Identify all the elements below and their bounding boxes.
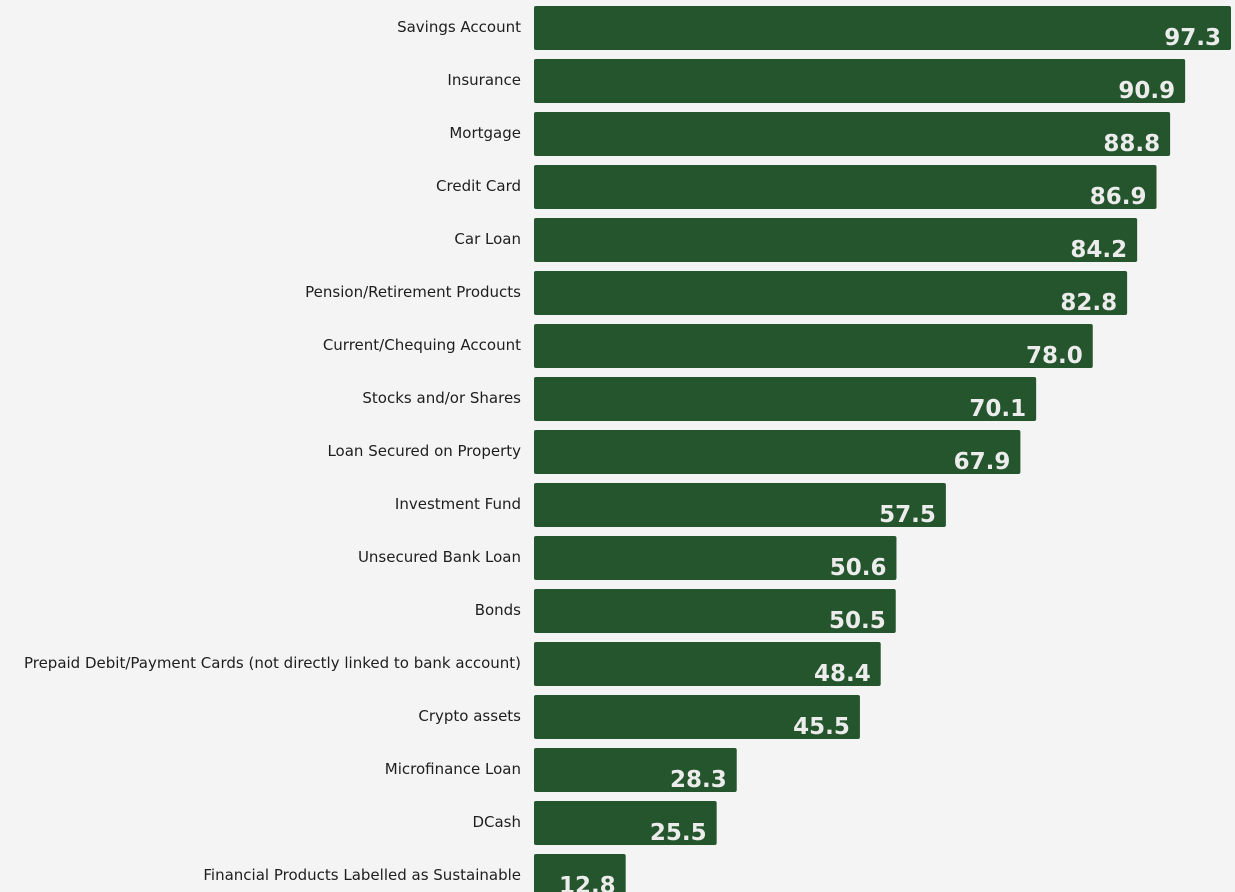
value-label: 70.1 bbox=[969, 396, 1026, 422]
value-label: 78.0 bbox=[1026, 343, 1083, 369]
category-label: Bonds bbox=[475, 601, 521, 619]
bar-group: Microfinance Loan 28.3 bbox=[385, 748, 737, 793]
value-label: 25.5 bbox=[650, 820, 707, 846]
bar bbox=[534, 165, 1157, 209]
bar bbox=[534, 271, 1128, 315]
bar bbox=[534, 6, 1231, 50]
value-label: 28.3 bbox=[670, 767, 727, 793]
bar bbox=[534, 801, 717, 845]
value-label: 48.4 bbox=[814, 661, 871, 687]
bar-group: Stocks and/or Shares 70.1 bbox=[362, 377, 1037, 422]
value-label: 67.9 bbox=[954, 449, 1011, 475]
value-label: 82.8 bbox=[1060, 290, 1117, 316]
bar bbox=[534, 483, 946, 527]
bar bbox=[534, 377, 1037, 421]
value-label: 45.5 bbox=[793, 714, 850, 740]
value-label: 50.6 bbox=[830, 555, 887, 581]
bar-group: Pension/Retirement Products 82.8 bbox=[305, 271, 1128, 316]
category-label: Insurance bbox=[447, 71, 521, 89]
value-label: 50.5 bbox=[829, 608, 886, 634]
bar-group: Bonds 50.5 bbox=[475, 589, 896, 634]
value-label: 84.2 bbox=[1070, 237, 1127, 263]
value-label: 97.3 bbox=[1164, 25, 1221, 51]
bar bbox=[534, 642, 881, 686]
bar bbox=[534, 430, 1021, 474]
bar bbox=[534, 854, 626, 892]
bar-group: Loan Secured on Property 67.9 bbox=[327, 430, 1021, 475]
bar-group: Crypto assets 45.5 bbox=[418, 695, 860, 740]
bar-group: Investment Fund 57.5 bbox=[395, 483, 946, 528]
bar bbox=[534, 748, 737, 792]
value-label: 88.8 bbox=[1103, 131, 1160, 157]
bar bbox=[534, 589, 896, 633]
category-label: Unsecured Bank Loan bbox=[358, 548, 521, 566]
category-label: Stocks and/or Shares bbox=[362, 389, 521, 407]
category-label: Current/Chequing Account bbox=[323, 336, 521, 354]
category-label: Loan Secured on Property bbox=[327, 442, 521, 460]
category-label: DCash bbox=[472, 813, 521, 831]
category-label: Mortgage bbox=[449, 124, 521, 142]
bar-group: Credit Card 86.9 bbox=[436, 165, 1157, 210]
category-label: Credit Card bbox=[436, 177, 521, 195]
bar-group: Prepaid Debit/Payment Cards (not directl… bbox=[24, 642, 881, 687]
bar bbox=[534, 536, 897, 580]
bar bbox=[534, 59, 1186, 103]
category-label: Investment Fund bbox=[395, 495, 521, 513]
category-label: Crypto assets bbox=[418, 707, 521, 725]
value-label: 57.5 bbox=[879, 502, 936, 528]
bar-group: Mortgage 88.8 bbox=[449, 112, 1171, 157]
bar bbox=[534, 695, 860, 739]
bar-group: Insurance 90.9 bbox=[447, 59, 1186, 104]
bar-group: Financial Products Labelled as Sustainab… bbox=[203, 854, 626, 892]
bar-group: Savings Account 97.3 bbox=[397, 6, 1231, 51]
value-label: 90.9 bbox=[1118, 78, 1175, 104]
value-label: 12.8 bbox=[559, 873, 616, 892]
bar bbox=[534, 112, 1171, 156]
bar bbox=[534, 218, 1138, 262]
category-label: Savings Account bbox=[397, 18, 521, 36]
bar-group: Current/Chequing Account 78.0 bbox=[323, 324, 1093, 369]
bar-group: Unsecured Bank Loan 50.6 bbox=[358, 536, 897, 581]
category-label: Financial Products Labelled as Sustainab… bbox=[203, 866, 521, 884]
bar-group: Car Loan 84.2 bbox=[454, 218, 1138, 263]
bar-group: DCash 25.5 bbox=[472, 801, 717, 846]
category-label: Car Loan bbox=[454, 230, 521, 248]
category-label: Microfinance Loan bbox=[385, 760, 521, 778]
category-label: Pension/Retirement Products bbox=[305, 283, 521, 301]
category-label: Prepaid Debit/Payment Cards (not directl… bbox=[24, 654, 521, 672]
value-label: 86.9 bbox=[1090, 184, 1147, 210]
bar bbox=[534, 324, 1093, 368]
